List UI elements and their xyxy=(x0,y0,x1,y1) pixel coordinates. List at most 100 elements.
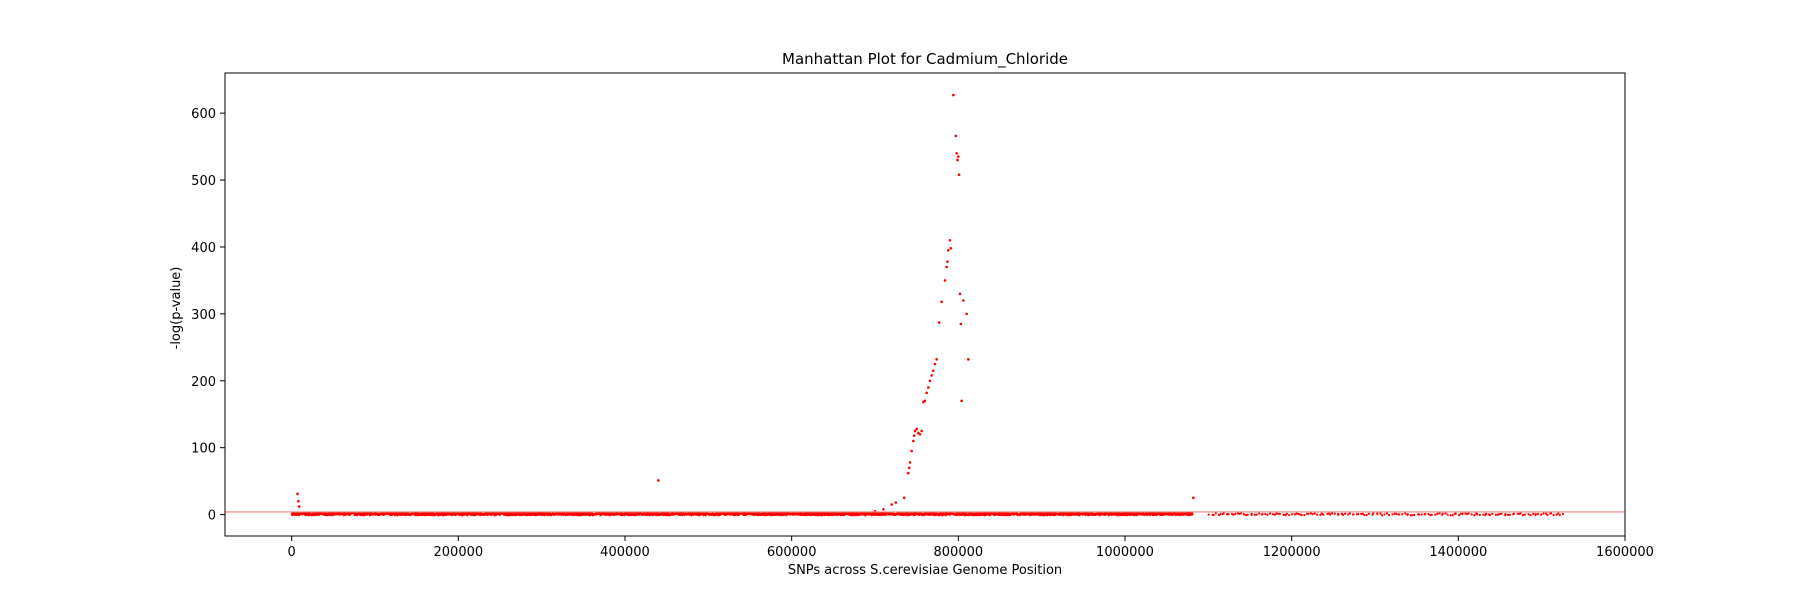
baseline-snp-point xyxy=(1214,512,1217,515)
snp-point xyxy=(930,374,933,377)
baseline-snp-point xyxy=(1506,513,1510,516)
baseline-snp-point xyxy=(1246,513,1249,516)
snp-point xyxy=(912,434,916,437)
baseline-snp-point xyxy=(1059,513,1062,517)
baseline-snp-point xyxy=(743,512,746,515)
baseline-snp-point xyxy=(1498,513,1501,516)
baseline-snp-point xyxy=(1348,512,1351,515)
baseline-snp-point xyxy=(1303,513,1306,517)
baseline-snp-point xyxy=(1365,514,1368,517)
baseline-snp-point xyxy=(1484,512,1488,515)
plot-area: 0 200000 400000 600000 800000 1000000 1200000 1… xyxy=(191,72,1654,560)
snp-point xyxy=(918,433,922,436)
baseline-snp-point xyxy=(1379,512,1382,515)
snp-point xyxy=(967,358,970,361)
snp-point xyxy=(957,155,960,158)
snp-point xyxy=(932,369,935,373)
baseline-snp-point xyxy=(1395,512,1398,515)
snp-point xyxy=(935,358,938,361)
baseline-snp-point xyxy=(1397,513,1401,516)
baseline-snp-point xyxy=(1391,513,1394,516)
snp-point xyxy=(297,499,300,503)
baseline-snp-point xyxy=(809,514,813,517)
snp-point xyxy=(946,260,949,263)
baseline-snp-point xyxy=(1357,512,1360,516)
baseline-snp-point xyxy=(1451,514,1454,517)
baseline-snp-point xyxy=(1413,513,1416,517)
baseline-snp-point xyxy=(325,512,328,515)
baseline-snp-point xyxy=(1240,512,1243,515)
baseline-snp-point xyxy=(529,513,532,516)
baseline-snp-point xyxy=(1449,514,1452,517)
baseline-snp-point xyxy=(1383,513,1386,516)
baseline-snp-point xyxy=(1285,512,1288,515)
y-axis-label: -log(p-value) xyxy=(169,267,184,350)
x-tick-label: 600000 xyxy=(767,545,817,560)
x-tick-label: 400000 xyxy=(600,545,650,560)
baseline-snp-point xyxy=(1337,513,1340,517)
baseline-snp-point xyxy=(1546,513,1549,517)
y-tick-label: 100 xyxy=(191,442,216,457)
snp-point xyxy=(907,471,910,475)
snp-point xyxy=(947,249,950,252)
snp-point xyxy=(955,151,958,155)
snp-point xyxy=(920,429,923,433)
baseline-snp-point xyxy=(1473,514,1476,517)
baseline-snp-point xyxy=(1295,512,1298,515)
baseline-snp-point xyxy=(1291,513,1294,516)
snp-point xyxy=(923,399,927,403)
baseline-snp-point xyxy=(1542,512,1545,515)
baseline-snp-point xyxy=(1330,512,1334,515)
baseline-snp-point xyxy=(1523,513,1526,516)
baseline-snp-point xyxy=(360,513,363,517)
baseline-snp-point xyxy=(1532,512,1535,515)
baseline-snp-point xyxy=(1527,513,1530,516)
baseline-snp-point xyxy=(1454,512,1457,515)
y-tick-label: 500 xyxy=(191,174,216,189)
baseline-snp-point xyxy=(1494,513,1498,516)
x-tick-label: 1400000 xyxy=(1429,545,1487,560)
baseline-snp-point xyxy=(433,513,436,517)
baseline-snp-point xyxy=(566,513,569,517)
baseline-snp-point xyxy=(1491,512,1494,516)
snp-point xyxy=(297,505,301,508)
snp-point xyxy=(913,429,917,433)
baseline-snp-point xyxy=(1282,513,1285,516)
baseline-snp-point xyxy=(1446,513,1449,516)
baseline-snp-point xyxy=(1271,513,1275,516)
baseline-snp-point xyxy=(1461,512,1464,515)
baseline-snp-point xyxy=(1242,513,1246,516)
baseline-snp-point xyxy=(1388,513,1391,517)
baseline-snp-point xyxy=(1278,512,1281,516)
baseline-snp-point xyxy=(1309,512,1313,515)
baseline-snp-point xyxy=(1464,512,1467,515)
baseline-snp-point xyxy=(1555,513,1558,516)
baseline-snp-point xyxy=(812,513,815,516)
baseline-snp-point xyxy=(1552,513,1555,517)
baseline-snp-point xyxy=(1457,514,1461,517)
snp-point xyxy=(952,93,955,97)
baseline-snp-point xyxy=(1316,513,1319,516)
baseline-snp-point xyxy=(1406,513,1409,516)
baseline-snp-point xyxy=(1401,513,1404,516)
baseline-snp-point xyxy=(1234,512,1237,516)
baseline-snp-point xyxy=(1253,513,1256,516)
baseline-snp-point xyxy=(1476,513,1479,516)
baseline-snp-point xyxy=(1273,513,1276,516)
baseline-snp-point xyxy=(1319,513,1322,516)
snp-point xyxy=(956,158,959,162)
baseline-snp-point xyxy=(1385,512,1389,515)
snp-point xyxy=(902,496,906,500)
baseline-snp-point xyxy=(1311,513,1314,516)
baseline-snp-point xyxy=(1420,513,1423,516)
baseline-snp-point xyxy=(1341,513,1345,517)
baseline-snp-point xyxy=(1372,512,1375,515)
baseline-snp-point xyxy=(1062,513,1065,517)
baseline-snp-point xyxy=(1459,512,1463,515)
baseline-snp-point xyxy=(1436,512,1439,515)
baseline-snp-point xyxy=(1266,513,1269,516)
baseline-snp-point xyxy=(1521,514,1525,517)
baseline-snp-point xyxy=(1293,513,1297,516)
baseline-snp-point xyxy=(1516,512,1520,515)
